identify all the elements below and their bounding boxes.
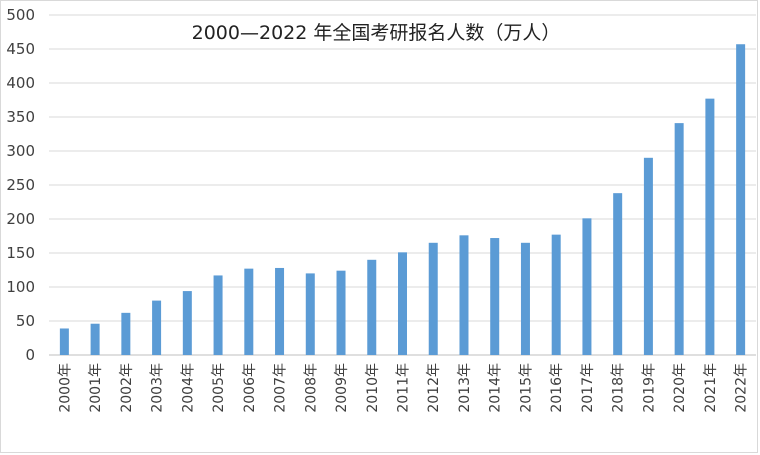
x-tick-label: 2014年	[488, 363, 504, 413]
x-tick-label: 2017年	[580, 363, 596, 413]
bar	[59, 328, 69, 355]
x-tick-label: 2018年	[611, 363, 627, 413]
bar	[736, 44, 746, 356]
x-tick-label: 2022年	[734, 363, 750, 413]
x-tick-label: 2002年	[119, 363, 135, 413]
x-tick-label: 2001年	[88, 363, 104, 413]
bar	[520, 242, 530, 355]
x-axis-ticks: 2000年 2001年 2002年 2003年 2004年 2005年 2006年 2007年…	[57, 363, 749, 413]
x-tick-label: 2016年	[549, 363, 565, 413]
bar	[121, 312, 131, 355]
x-tick-label: 2006年	[242, 363, 258, 413]
y-tick-label: 450	[6, 40, 35, 58]
bar	[459, 235, 469, 355]
bar	[705, 98, 715, 355]
bar	[674, 123, 684, 356]
bar	[244, 268, 254, 355]
bar	[213, 275, 223, 355]
bar	[490, 238, 500, 355]
y-axis-ticks: 0 50 100 150 200 250 300 350 400 450 500	[6, 6, 35, 364]
x-tick-label: 2011年	[396, 363, 412, 413]
bar	[551, 234, 561, 355]
x-tick-label: 2021年	[703, 363, 719, 413]
x-tick-label: 2000年	[57, 363, 73, 413]
x-tick-label: 2004年	[180, 363, 196, 413]
bars	[59, 44, 746, 356]
x-tick-label: 2003年	[150, 363, 166, 413]
bar	[305, 273, 315, 355]
bar	[275, 267, 285, 355]
gridlines	[49, 14, 756, 356]
x-tick-label: 2020年	[672, 363, 688, 413]
bar	[643, 157, 653, 355]
x-tick-label: 2008年	[303, 363, 319, 413]
y-tick-label: 500	[6, 6, 35, 24]
y-tick-label: 350	[6, 108, 35, 126]
chart-title: 2000—2022 年全国考研报名人数（万人）	[192, 22, 561, 44]
x-tick-label: 2013年	[457, 363, 473, 413]
y-tick-label: 250	[6, 176, 35, 194]
bar	[582, 218, 592, 355]
x-tick-label: 2012年	[426, 363, 442, 413]
y-tick-label: 300	[6, 142, 35, 160]
bar	[428, 242, 438, 355]
bar	[336, 270, 346, 355]
bar	[182, 291, 192, 355]
x-tick-label: 2005年	[211, 363, 227, 413]
y-tick-label: 100	[6, 278, 35, 296]
x-tick-label: 2007年	[273, 363, 289, 413]
y-tick-label: 400	[6, 74, 35, 92]
bar	[152, 300, 162, 355]
y-tick-label: 0	[25, 346, 35, 364]
x-tick-label: 2009年	[334, 363, 350, 413]
y-tick-label: 200	[6, 210, 35, 228]
bar	[613, 193, 623, 355]
x-tick-label: 2010年	[365, 363, 381, 413]
bar	[367, 259, 377, 355]
x-tick-label: 2019年	[641, 363, 657, 413]
y-tick-label: 150	[6, 244, 35, 262]
x-tick-label: 2015年	[518, 363, 534, 413]
bar	[398, 252, 407, 355]
y-tick-label: 50	[16, 312, 35, 330]
bar	[90, 323, 100, 355]
